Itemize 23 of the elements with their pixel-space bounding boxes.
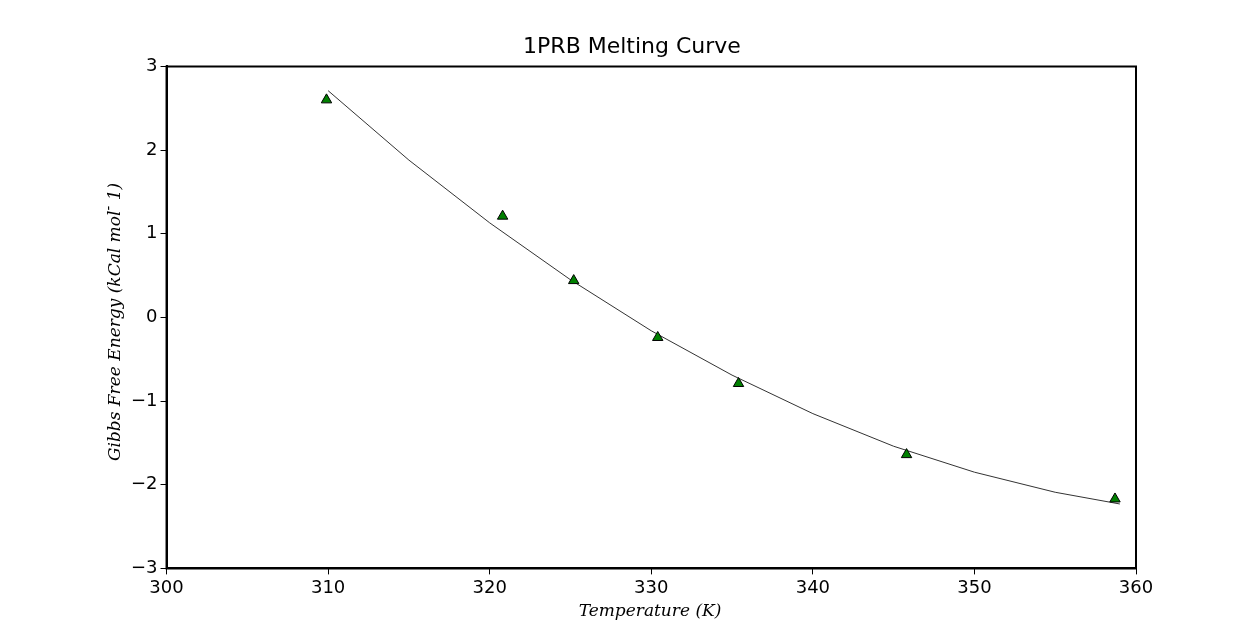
point — [496, 209, 509, 220]
y-tick-label: −1 — [130, 388, 158, 410]
point — [1109, 492, 1121, 503]
x-tick-label: 350 — [957, 575, 992, 597]
x-tick-label: 320 — [472, 575, 507, 597]
x-tick-label: 340 — [795, 575, 831, 597]
point — [568, 274, 580, 285]
x-axis-title: Temperature (K) — [578, 600, 722, 620]
x-tick-label: 360 — [1118, 575, 1154, 597]
y-tick-label: −3 — [130, 556, 158, 578]
y-tick-label: −2 — [130, 472, 158, 494]
y-tick-label: 2 — [146, 137, 158, 159]
point — [732, 377, 745, 387]
y-tick-label: 0 — [146, 305, 158, 327]
point — [320, 93, 333, 104]
x-tick-label: 330 — [634, 575, 669, 597]
y-tick-label: 3 — [146, 54, 158, 76]
point — [900, 448, 913, 459]
point — [652, 330, 664, 341]
x-tick-label: 310 — [310, 575, 346, 597]
chart-title: 1PRB Melting Curve — [523, 32, 741, 58]
x-tick-label: 300 — [149, 575, 184, 597]
y-tick-label: 1 — [146, 221, 158, 243]
